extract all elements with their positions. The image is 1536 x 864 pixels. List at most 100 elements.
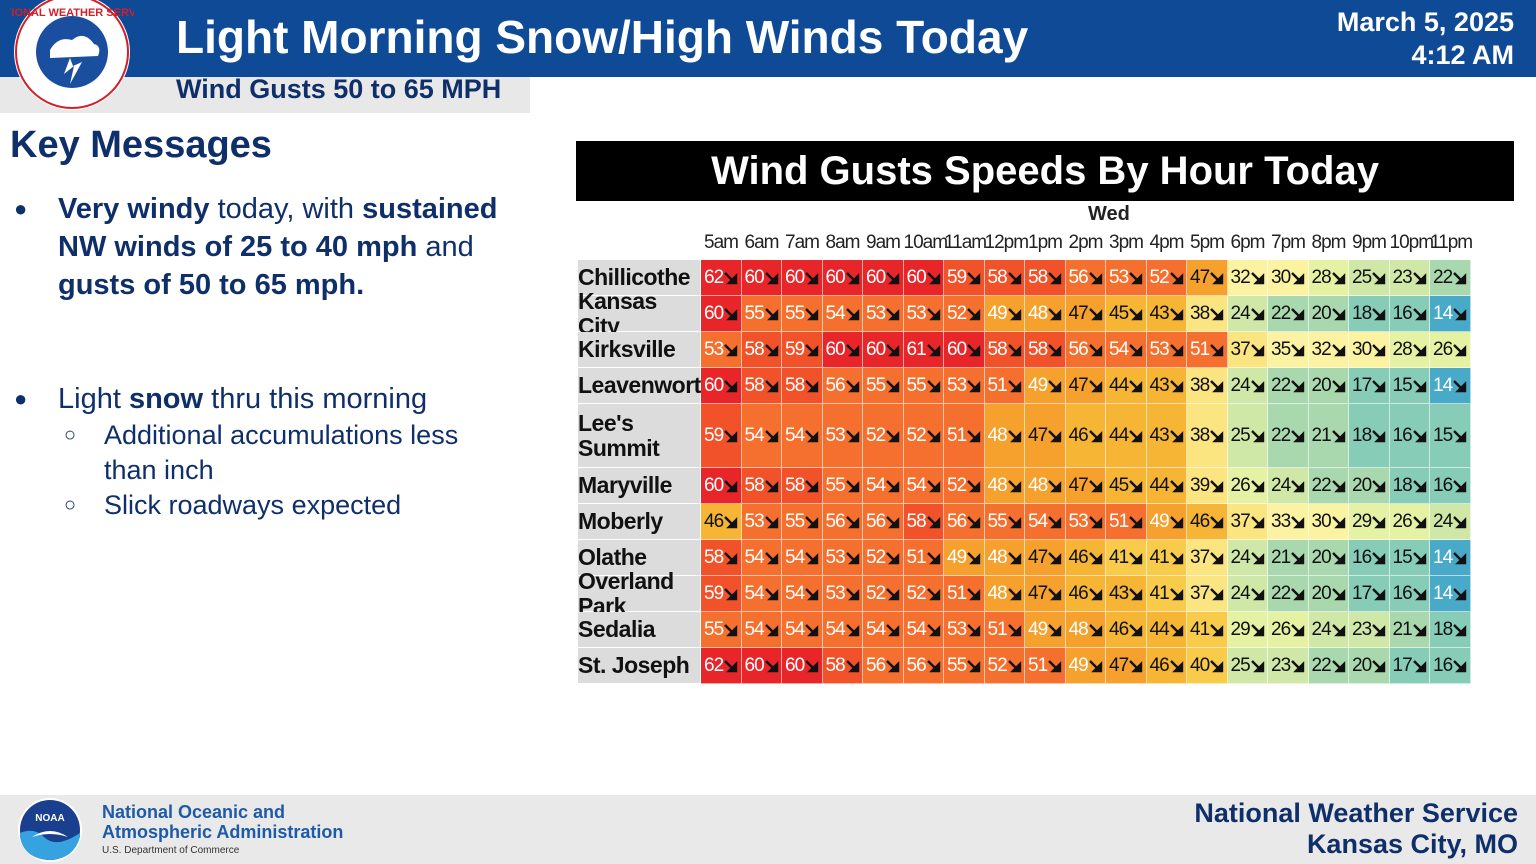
gust-value: 22 xyxy=(1433,267,1453,288)
gust-value: 53 xyxy=(906,303,927,324)
gust-value: 52 xyxy=(1149,267,1170,288)
city-label: Olathe xyxy=(578,540,700,575)
gust-cell: 46 xyxy=(1106,612,1147,648)
gust-value: 37 xyxy=(1190,547,1210,568)
gust-cell: 22 xyxy=(1268,404,1309,468)
wind-arrow-icon xyxy=(1048,429,1062,442)
gust-value: 47 xyxy=(1028,547,1048,568)
gust-value: 60 xyxy=(785,267,805,288)
wind-arrow-icon xyxy=(724,623,738,636)
gust-value: 16 xyxy=(1352,547,1372,568)
gust-value: 58 xyxy=(1028,339,1048,360)
gust-cell: 58 xyxy=(782,368,823,404)
wind-arrow-icon xyxy=(764,623,778,636)
wind-arrow-icon xyxy=(724,429,738,442)
gust-value: 30 xyxy=(1352,339,1372,360)
gust-cell: 37 xyxy=(1187,540,1228,576)
gust-cell: 37 xyxy=(1227,332,1268,368)
wind-arrow-icon xyxy=(1210,429,1224,442)
gust-value: 54 xyxy=(744,425,765,446)
gust-value: 54 xyxy=(866,619,886,640)
gust-value: 43 xyxy=(1109,583,1129,604)
gust-value: 48 xyxy=(987,425,1008,446)
wind-arrow-icon xyxy=(967,343,981,356)
gust-value: 54 xyxy=(744,583,765,604)
gust-value: 54 xyxy=(906,619,927,640)
hour-header: 11am xyxy=(944,232,987,253)
km-sub2-text: Slick roadways expected xyxy=(104,490,402,520)
gust-value: 46 xyxy=(1068,425,1089,446)
gust-cell: 46 xyxy=(1065,576,1106,612)
gust-cell: 43 xyxy=(1106,576,1147,612)
gust-cell: 48 xyxy=(984,468,1025,504)
gust-value: 49 xyxy=(947,547,967,568)
wind-arrow-icon xyxy=(1129,551,1143,564)
hour-header: 9pm xyxy=(1352,232,1387,253)
gust-cell: 60 xyxy=(863,332,904,368)
gust-cell: 55 xyxy=(822,468,863,504)
gust-cell: 60 xyxy=(822,332,863,368)
gust-cell: 24 xyxy=(1227,576,1268,612)
wind-arrow-icon xyxy=(1291,659,1305,672)
wind-arrow-icon xyxy=(1129,515,1143,528)
wind-arrow-icon xyxy=(1453,271,1467,284)
gust-cell: 49 xyxy=(1025,612,1066,648)
wind-arrow-icon xyxy=(1291,271,1305,284)
gust-value: 15 xyxy=(1392,547,1413,568)
gust-cell: 15 xyxy=(1389,540,1430,576)
gust-value: 44 xyxy=(1109,425,1129,446)
gust-value: 51 xyxy=(1028,655,1048,676)
gust-cell: 58 xyxy=(741,468,782,504)
wind-arrow-icon xyxy=(926,429,940,442)
gust-cell: 30 xyxy=(1308,504,1349,540)
gust-value: 58 xyxy=(987,267,1008,288)
gust-value: 38 xyxy=(1190,425,1210,446)
wind-arrow-icon xyxy=(1291,379,1305,392)
gust-cell: 28 xyxy=(1308,260,1349,296)
gust-cell: 25 xyxy=(1349,260,1390,296)
gust-cell: 55 xyxy=(984,504,1025,540)
gust-cell: 18 xyxy=(1389,468,1430,504)
wind-arrow-icon xyxy=(764,587,778,600)
gust-value: 55 xyxy=(785,303,805,324)
gust-value: 28 xyxy=(1392,339,1413,360)
gust-value: 53 xyxy=(1068,511,1089,532)
gust-cell: 58 xyxy=(903,504,944,540)
gust-cell: 54 xyxy=(1025,504,1066,540)
gust-value: 21 xyxy=(1271,547,1291,568)
wind-arrow-icon xyxy=(805,659,819,672)
gust-value: 38 xyxy=(1190,303,1210,324)
gust-value: 51 xyxy=(947,425,967,446)
gust-value: 54 xyxy=(1028,511,1048,532)
gust-value: 53 xyxy=(947,375,967,396)
gust-cell: 17 xyxy=(1349,368,1390,404)
gust-cell: 21 xyxy=(1389,612,1430,648)
gust-cell: 14 xyxy=(1430,576,1471,612)
gust-value: 54 xyxy=(744,547,765,568)
gust-value: 60 xyxy=(704,475,724,496)
wind-arrow-icon xyxy=(1453,307,1467,320)
gust-value: 24 xyxy=(1230,547,1251,568)
gust-cell: 46 xyxy=(1187,504,1228,540)
wind-arrow-icon xyxy=(967,515,981,528)
wind-arrow-icon xyxy=(1291,515,1305,528)
wind-arrow-icon xyxy=(764,343,778,356)
wind-arrow-icon xyxy=(845,659,859,672)
gust-value: 26 xyxy=(1271,619,1291,640)
gust-cell: 62 xyxy=(701,260,742,296)
gust-cell: 25 xyxy=(1227,648,1268,684)
gust-cell: 56 xyxy=(1065,260,1106,296)
gust-value: 60 xyxy=(704,375,724,396)
gust-value: 16 xyxy=(1433,655,1453,676)
wind-arrow-icon xyxy=(1210,659,1224,672)
gust-cell: 53 xyxy=(1065,504,1106,540)
gust-cell: 22 xyxy=(1430,260,1471,296)
gust-cell: 54 xyxy=(782,576,823,612)
wind-arrow-icon xyxy=(1088,271,1102,284)
wind-arrow-icon xyxy=(1453,343,1467,356)
gust-value: 53 xyxy=(704,339,724,360)
gust-cell: 56 xyxy=(944,504,985,540)
km1-text1: today, with xyxy=(209,193,363,225)
gust-value: 60 xyxy=(744,267,765,288)
gust-value: 40 xyxy=(1190,655,1210,676)
